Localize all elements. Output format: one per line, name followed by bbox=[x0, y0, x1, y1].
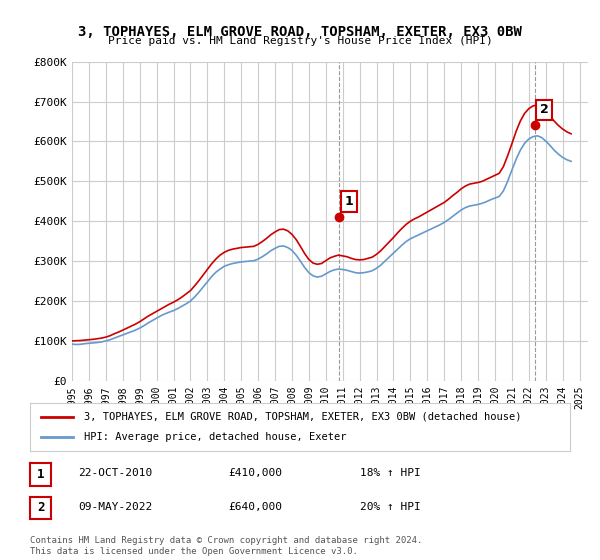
Text: 3, TOPHAYES, ELM GROVE ROAD, TOPSHAM, EXETER, EX3 0BW (detached house): 3, TOPHAYES, ELM GROVE ROAD, TOPSHAM, EX… bbox=[84, 412, 521, 422]
Text: 1: 1 bbox=[37, 468, 44, 481]
Text: 18% ↑ HPI: 18% ↑ HPI bbox=[360, 468, 421, 478]
Text: 22-OCT-2010: 22-OCT-2010 bbox=[78, 468, 152, 478]
Text: £410,000: £410,000 bbox=[228, 468, 282, 478]
Text: Contains HM Land Registry data © Crown copyright and database right 2024.
This d: Contains HM Land Registry data © Crown c… bbox=[30, 536, 422, 556]
Text: 1: 1 bbox=[344, 195, 353, 208]
Text: HPI: Average price, detached house, Exeter: HPI: Average price, detached house, Exet… bbox=[84, 432, 347, 442]
Text: 2: 2 bbox=[37, 501, 44, 515]
Text: 20% ↑ HPI: 20% ↑ HPI bbox=[360, 502, 421, 512]
Text: 09-MAY-2022: 09-MAY-2022 bbox=[78, 502, 152, 512]
Text: Price paid vs. HM Land Registry's House Price Index (HPI): Price paid vs. HM Land Registry's House … bbox=[107, 36, 493, 46]
Text: £640,000: £640,000 bbox=[228, 502, 282, 512]
Text: 2: 2 bbox=[540, 104, 548, 116]
Text: 3, TOPHAYES, ELM GROVE ROAD, TOPSHAM, EXETER, EX3 0BW: 3, TOPHAYES, ELM GROVE ROAD, TOPSHAM, EX… bbox=[78, 25, 522, 39]
